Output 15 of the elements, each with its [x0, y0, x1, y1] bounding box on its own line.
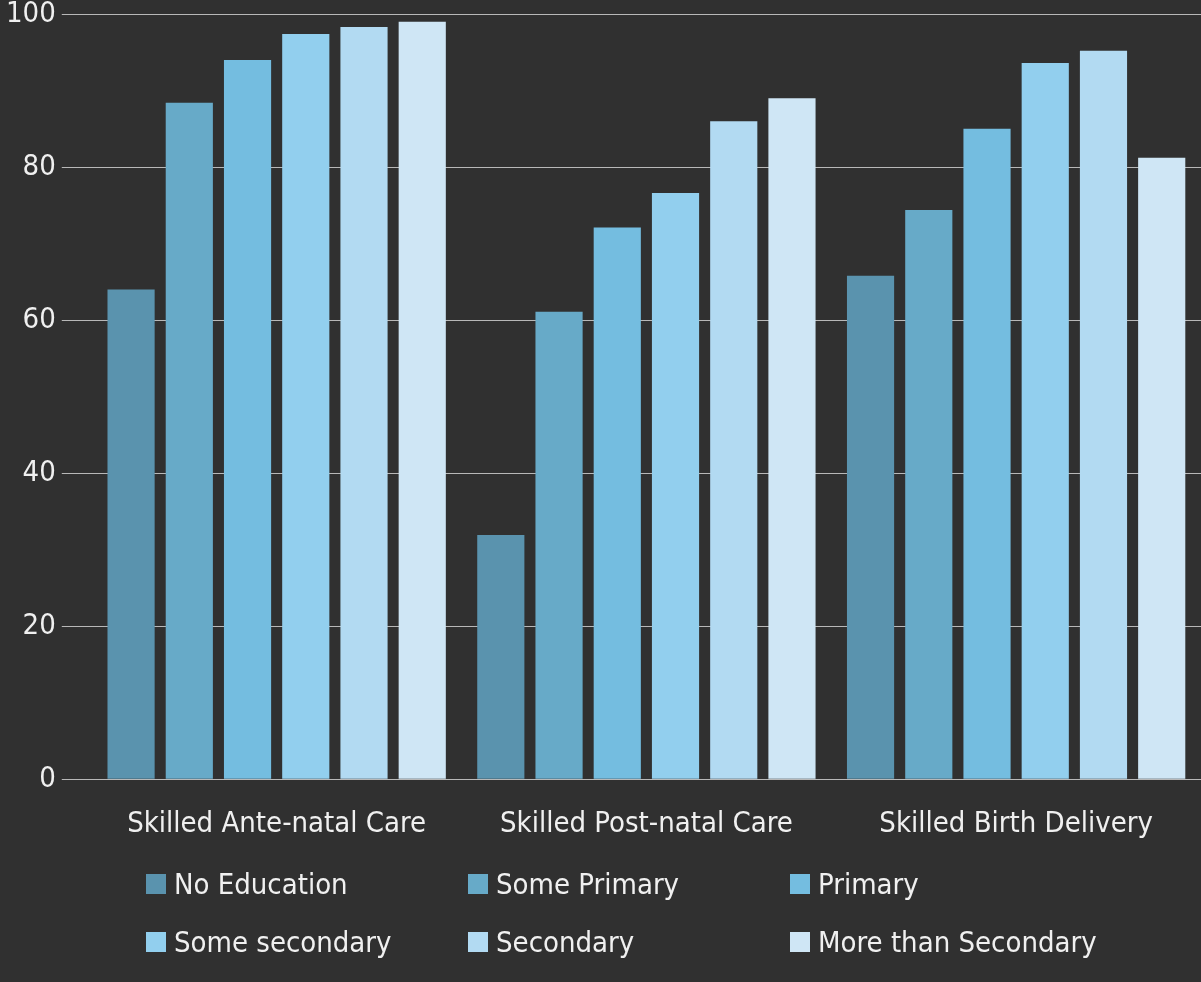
y-tick-label: 80: [22, 147, 56, 182]
legend-label: More than Secondary: [818, 925, 1097, 959]
legend-label: Some Primary: [496, 867, 680, 901]
legend-label: Secondary: [496, 925, 635, 959]
y-tick-label: 20: [22, 606, 56, 641]
legend-label: No Education: [174, 867, 348, 901]
x-tick-label: Skilled Ante-natal Care: [127, 805, 427, 840]
y-tick-label: 40: [22, 453, 56, 488]
x-tick-label: Skilled Birth Delivery: [879, 805, 1153, 840]
legend-label: Some secondary: [174, 925, 392, 959]
x-tick-label: Skilled Post-natal Care: [499, 805, 793, 840]
y-tick-label: 60: [22, 300, 56, 335]
y-tick-label: 100: [5, 0, 56, 29]
y-tick-label: 0: [39, 759, 56, 794]
legend-label: Primary: [818, 867, 919, 901]
